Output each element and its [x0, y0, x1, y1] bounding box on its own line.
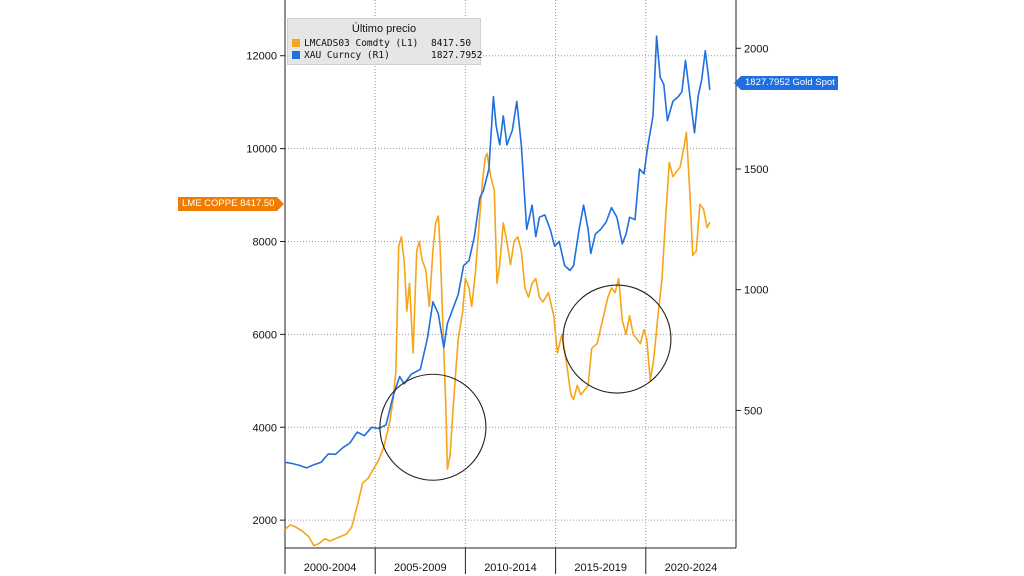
gold-price-line	[284, 35, 711, 469]
legend-name-gold: XAU Curncy (R1)	[304, 50, 390, 61]
legend-title: Último precio	[351, 23, 417, 35]
legend-swatch-gold	[292, 51, 300, 59]
x-tick-label: 2005-2009	[394, 562, 447, 574]
series-lines	[284, 35, 711, 547]
right-tick-label: 1500	[744, 164, 768, 176]
annotation-circle	[562, 284, 672, 394]
right-tick-label: 2000	[744, 43, 768, 55]
left-tick-label: 4000	[253, 422, 277, 434]
right-tick-label: 1000	[744, 285, 768, 297]
x-tick-label: 2010-2014	[484, 562, 537, 574]
axes	[280, 0, 741, 574]
x-tick-label: 2000-2004	[304, 562, 357, 574]
left-tick-label: 8000	[253, 236, 277, 248]
right-tick-label: 500	[744, 405, 762, 417]
copper-price-line	[284, 131, 711, 547]
legend-value-gold: 1827.7952	[431, 50, 483, 61]
tick-labels: 2000 4000 6000 8000 10000 12000 500 1000 1500 200…	[246, 43, 768, 574]
annotation-circles	[379, 284, 672, 481]
legend-entry-copper: LMCADS03 Comdty (L1) 8417.50	[292, 38, 471, 50]
left-tick-label: 12000	[246, 51, 277, 63]
x-tick-label: 2015-2019	[574, 562, 627, 574]
grid-lines	[285, 0, 736, 548]
legend-value-copper: 8417.50	[431, 38, 472, 49]
x-tick-label: 2020-2024	[665, 562, 718, 574]
copper-last-value-tag: LME COPPE 8417.50	[178, 197, 285, 211]
annotation-circle	[379, 373, 487, 481]
left-tick-label: 2000	[253, 515, 277, 527]
gold-last-value-tag: 1827.7952 Gold Spot	[734, 76, 838, 90]
left-tick-label: 6000	[253, 329, 277, 341]
left-tick-label: 10000	[246, 144, 277, 156]
legend-name-copper: LMCADS03 Comdty (L1)	[304, 38, 419, 49]
legend-entry-gold: XAU Curncy (R1) 1827.7952	[292, 50, 482, 62]
legend-swatch-copper	[292, 39, 300, 47]
legend: Último precio LMCADS03 Comdty (L1) 8417.…	[287, 18, 482, 65]
